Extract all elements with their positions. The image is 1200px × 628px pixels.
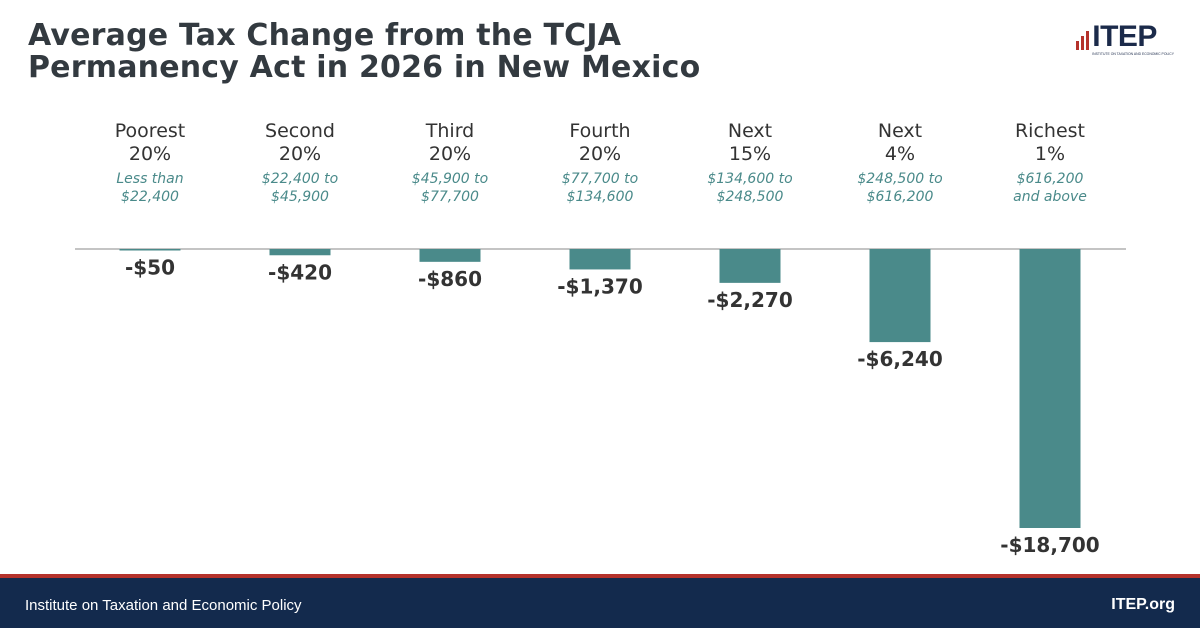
- value-label-5: -$2,270: [707, 288, 792, 312]
- group-label-line1: Second: [265, 120, 335, 142]
- group-label-line2: 20%: [129, 143, 171, 165]
- income-range-line2: $77,700: [421, 189, 479, 205]
- income-range-line1: $45,900 to: [412, 171, 488, 187]
- bar-5: [719, 249, 781, 283]
- group-label-line2: 4%: [885, 143, 915, 165]
- group-label-line1: Fourth: [569, 120, 630, 142]
- group-label-line1: Poorest: [115, 120, 185, 142]
- income-range-line1: $22,400 to: [262, 171, 338, 187]
- income-range-line1: $616,200: [1017, 171, 1084, 187]
- group-label-line2: 1%: [1035, 143, 1065, 165]
- income-range-line1: $77,700 to: [562, 171, 638, 187]
- value-label-3: -$860: [418, 267, 482, 291]
- logo-bars-icon: [1076, 26, 1090, 50]
- group-label-line1: Next: [728, 120, 772, 142]
- value-label-1: -$50: [125, 256, 175, 280]
- title-line-2: Permanency Act in 2026 in New Mexico: [28, 50, 701, 85]
- income-range-line2: $616,200: [867, 189, 934, 205]
- group-label-line2: 15%: [729, 143, 771, 165]
- footer: Institute on Taxation and Economic Polic…: [0, 574, 1200, 628]
- group-label-line1: Third: [425, 120, 474, 142]
- group-label-line1: Richest: [1015, 120, 1085, 142]
- footer-site-link[interactable]: ITEP.org: [1111, 596, 1175, 613]
- logo-text: ITEP: [1092, 20, 1157, 53]
- title-line-1: Average Tax Change from the TCJA: [28, 18, 622, 53]
- bar-7: [1019, 249, 1081, 528]
- bar-2: [269, 249, 331, 256]
- itep-logo: ITEP INSTITUTE ON TAXATION AND ECONOMIC …: [1076, 22, 1174, 58]
- income-range-line2: and above: [1013, 189, 1087, 205]
- bar-4: [569, 249, 631, 270]
- income-range-line2: $248,500: [717, 189, 784, 205]
- income-range-line2: $45,900: [271, 189, 329, 205]
- group-label-line1: Next: [878, 120, 922, 142]
- income-range-line1: $248,500 to: [857, 171, 942, 187]
- footer-org-name: Institute on Taxation and Economic Polic…: [25, 597, 302, 614]
- chart-title: Average Tax Change from the TCJA Permane…: [28, 20, 728, 84]
- bar-6: [869, 249, 931, 343]
- income-range-line2: $134,600: [567, 189, 634, 205]
- value-label-4: -$1,370: [557, 274, 642, 298]
- value-label-7: -$18,700: [1000, 533, 1099, 557]
- logo-subtitle: INSTITUTE ON TAXATION AND ECONOMIC POLIC…: [1092, 52, 1174, 56]
- bar-3: [419, 249, 481, 262]
- value-label-6: -$6,240: [857, 347, 942, 371]
- bar-1: [119, 249, 181, 251]
- income-range-line1: Less than: [116, 171, 183, 187]
- group-label-line2: 20%: [579, 143, 621, 165]
- income-range-line2: $22,400: [121, 189, 179, 205]
- value-label-2: -$420: [268, 260, 332, 284]
- group-label-line2: 20%: [279, 143, 321, 165]
- income-range-line1: $134,600 to: [707, 171, 792, 187]
- group-label-line2: 20%: [429, 143, 471, 165]
